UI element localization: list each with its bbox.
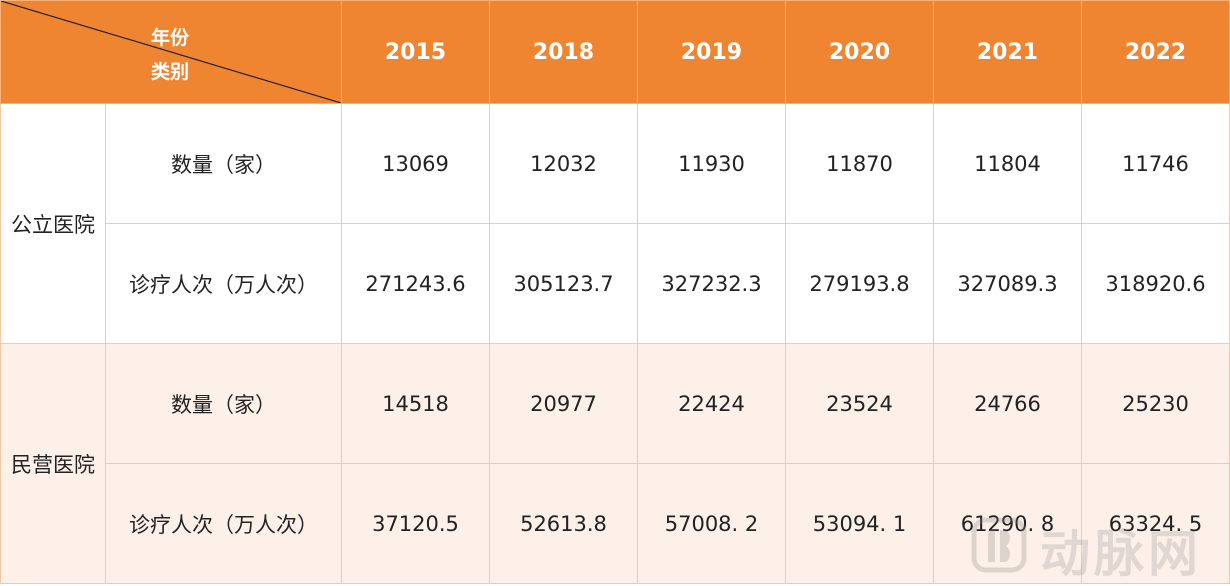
year-header: 2022 (1081, 0, 1230, 104)
table-cell: 63324. 5 (1081, 463, 1230, 584)
table-cell: 61290. 8 (933, 463, 1082, 584)
table-cell: 11870 (785, 103, 934, 224)
table-cell: 13069 (341, 103, 490, 224)
group-label-private: 民营医院 (0, 343, 106, 584)
year-header: 2015 (341, 0, 490, 104)
table-cell: 57008. 2 (637, 463, 786, 584)
year-header: 2020 (785, 0, 934, 104)
corner-header: 年份 类别 (0, 0, 342, 104)
year-header: 2021 (933, 0, 1082, 104)
table-cell: 14518 (341, 343, 490, 464)
table-cell: 318920.6 (1081, 223, 1230, 344)
table-cell: 12032 (489, 103, 638, 224)
watermark-text: 动脉网 (1040, 525, 1202, 583)
table-cell: 52613.8 (489, 463, 638, 584)
corner-year-label: 年份 (151, 27, 190, 49)
table-cell: 37120.5 (341, 463, 490, 584)
diagonal-divider (1, 1, 341, 103)
table-cell: 11930 (637, 103, 786, 224)
table-row: 诊疗人次（万人次） 37120.5 52613.8 57008. 2 53094… (1, 463, 1230, 584)
table-cell: 271243.6 (341, 223, 490, 344)
table-cell: 25230 (1081, 343, 1230, 464)
table-row: 诊疗人次（万人次） 271243.6 305123.7 327232.3 279… (1, 223, 1230, 344)
year-header: 2018 (489, 0, 638, 104)
table-cell: 53094. 1 (785, 463, 934, 584)
row-label: 诊疗人次（万人次） (105, 223, 342, 344)
table-cell: 279193.8 (785, 223, 934, 344)
table-cell: 327232.3 (637, 223, 786, 344)
row-label: 数量（家） (105, 343, 342, 464)
table-cell: 305123.7 (489, 223, 638, 344)
header-row: 年份 类别 2015 2018 2019 2020 2021 2022 (0, 0, 1230, 104)
table-cell: 22424 (637, 343, 786, 464)
arteriy-logo-icon (971, 517, 1027, 573)
watermark: 动脉网 (968, 510, 1220, 583)
table-cell: 20977 (489, 343, 638, 464)
corner-category-label: 类别 (151, 61, 190, 83)
table-row: 民营医院 数量（家） 14518 20977 22424 23524 24766… (0, 343, 1230, 584)
row-label: 诊疗人次（万人次） (105, 463, 342, 584)
row-label: 数量（家） (105, 103, 342, 224)
table-cell: 327089.3 (933, 223, 1082, 344)
year-header: 2019 (637, 0, 786, 104)
table-row: 公立医院 数量（家） 13069 12032 11930 11870 11804… (0, 103, 1230, 344)
table-cell: 11746 (1081, 103, 1230, 224)
table-cell: 23524 (785, 343, 934, 464)
table-cell: 11804 (933, 103, 1082, 224)
table-cell: 24766 (933, 343, 1082, 464)
group-label-public: 公立医院 (0, 103, 106, 344)
